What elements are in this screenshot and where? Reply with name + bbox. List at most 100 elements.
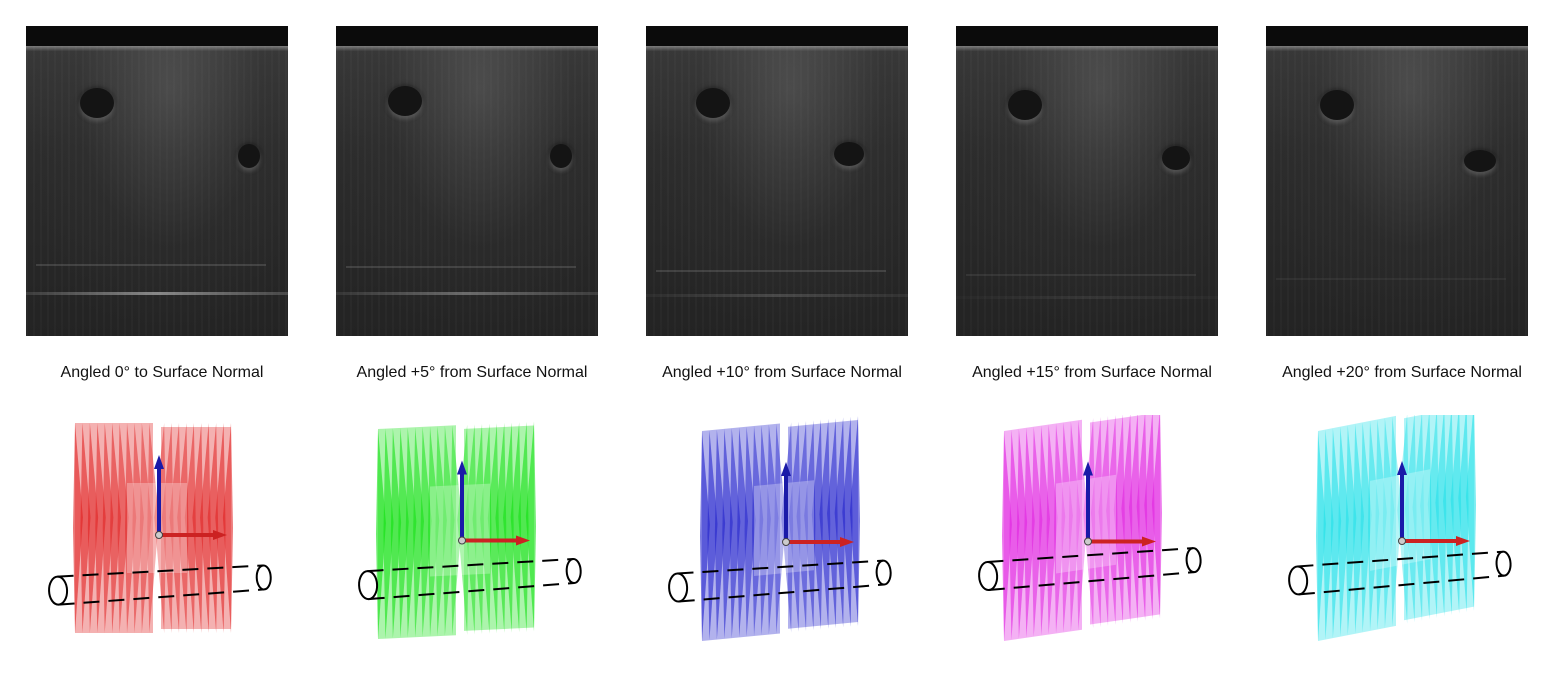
- hole-cylinder-sketch: [48, 564, 272, 606]
- beam-fan: [1316, 415, 1476, 641]
- beam-plane: [200, 423, 211, 633]
- origin-point: [458, 536, 466, 545]
- cylinder-edge-bottom: [1298, 574, 1505, 596]
- cylinder-end-left: [48, 575, 69, 606]
- beam-plane: [819, 418, 831, 629]
- beam-plane: [774, 423, 787, 634]
- fan-svg: [978, 415, 1202, 641]
- beam-plane: [752, 425, 764, 636]
- z-axis-arrowhead: [1397, 461, 1407, 475]
- beam-plane: [102, 423, 114, 633]
- beam-plane: [1360, 422, 1372, 633]
- beam-plane: [487, 423, 499, 634]
- cylinder-end-right: [565, 558, 582, 584]
- beam-plane: [1144, 415, 1155, 620]
- beam-fan: [376, 421, 536, 639]
- hole-cylinder-sketch: [1288, 550, 1512, 596]
- beam-plane: [804, 420, 816, 631]
- cylinder-edge-top: [1297, 550, 1503, 568]
- beam-plane: [1435, 415, 1447, 617]
- beam-plane: [413, 427, 424, 638]
- beam-plane: [1009, 429, 1020, 640]
- beam-plane: [139, 423, 152, 633]
- beam-plane: [1024, 427, 1035, 638]
- origin-point: [1084, 537, 1092, 546]
- beam-plane: [849, 415, 860, 626]
- beam-plane: [788, 421, 801, 632]
- beam-plane: [1039, 425, 1050, 636]
- hole-cylinder-sketch: [978, 547, 1202, 591]
- beam-plane: [766, 424, 779, 635]
- beam-plane: [1106, 415, 1118, 625]
- beam-plane: [1465, 415, 1476, 611]
- origin-point: [155, 531, 163, 539]
- beam-plane: [73, 423, 83, 633]
- z-axis-arrowhead: [154, 455, 164, 469]
- beam-plane: [464, 424, 477, 635]
- z-axis-arrowhead: [1083, 461, 1093, 476]
- beam-plane: [722, 428, 733, 639]
- beam-plane: [184, 423, 196, 633]
- beam-plane: [729, 428, 741, 639]
- cylinder-edge-bottom: [58, 588, 265, 606]
- panel-15deg: Angled +15° from Surface Normal: [942, 0, 1242, 675]
- ultrasound-image: [956, 26, 1218, 336]
- beam-plane: [192, 423, 204, 633]
- beam-plane: [1076, 420, 1089, 631]
- beam-plane: [1420, 415, 1432, 620]
- beam-plane: [707, 430, 718, 641]
- cylinder-edge-bottom: [368, 581, 575, 601]
- beam-plane: [215, 423, 226, 633]
- fan-svg: [668, 415, 892, 641]
- beam-plane: [435, 426, 447, 637]
- x-axis-arrowhead: [213, 530, 227, 540]
- probe-beam-fan-diagram: [1252, 415, 1552, 655]
- beam-plane: [80, 423, 91, 633]
- beam-plane: [110, 423, 121, 633]
- cylinder-edge-bottom: [988, 571, 1195, 591]
- x-axis-arrowhead: [840, 537, 854, 547]
- beam-plane: [1427, 415, 1439, 618]
- beam-fan: [73, 423, 233, 633]
- probe-beam-fan-diagram: [322, 415, 622, 655]
- beam-plane: [87, 423, 99, 633]
- beam-plane: [147, 423, 160, 633]
- beam-plane: [1136, 415, 1148, 621]
- beam-plane: [1443, 415, 1454, 616]
- beam-plane: [442, 425, 455, 636]
- beam-plane: [1129, 415, 1140, 622]
- cylinder-end-left: [1288, 565, 1309, 596]
- panel-caption: Angled 0° to Surface Normal: [60, 364, 264, 381]
- beam-plane: [796, 420, 808, 631]
- hole-cylinder-sketch: [358, 558, 582, 601]
- beam-plane: [480, 423, 492, 634]
- z-axis-arrowhead: [781, 462, 791, 476]
- beam-plane: [177, 423, 189, 633]
- beam-plane: [1338, 426, 1349, 637]
- cylinder-edge-bottom: [678, 583, 885, 603]
- panel-20deg: Angled +20° from Surface Normal: [1252, 0, 1552, 675]
- ultrasound-image: [1266, 26, 1528, 336]
- probe-beam-fan-diagram: [12, 415, 312, 655]
- origin-point: [1398, 537, 1406, 545]
- beam-plane: [700, 431, 710, 641]
- ultrasound-image: [336, 26, 598, 336]
- beam-plane: [1345, 425, 1357, 636]
- z-axis-arrowhead: [457, 460, 467, 475]
- beam-plane: [1375, 419, 1387, 630]
- beam-plane: [1382, 418, 1395, 629]
- beam-plane: [1054, 423, 1066, 634]
- beam-plane: [518, 421, 529, 632]
- beam-plane: [405, 427, 417, 638]
- beam-plane: [376, 429, 386, 639]
- beam-plane: [1121, 415, 1133, 623]
- x-axis-arrowhead: [1456, 536, 1470, 546]
- beam-plane: [1458, 415, 1469, 613]
- beam-plane: [420, 426, 432, 637]
- beam-plane: [1068, 421, 1081, 632]
- cylinder-edge-top: [987, 547, 1194, 564]
- cylinder-end-left: [358, 570, 379, 601]
- beam-plane: [169, 423, 181, 633]
- panel-caption: Angled +20° from Surface Normal: [1282, 364, 1522, 381]
- x-axis-arrowhead: [1142, 536, 1156, 547]
